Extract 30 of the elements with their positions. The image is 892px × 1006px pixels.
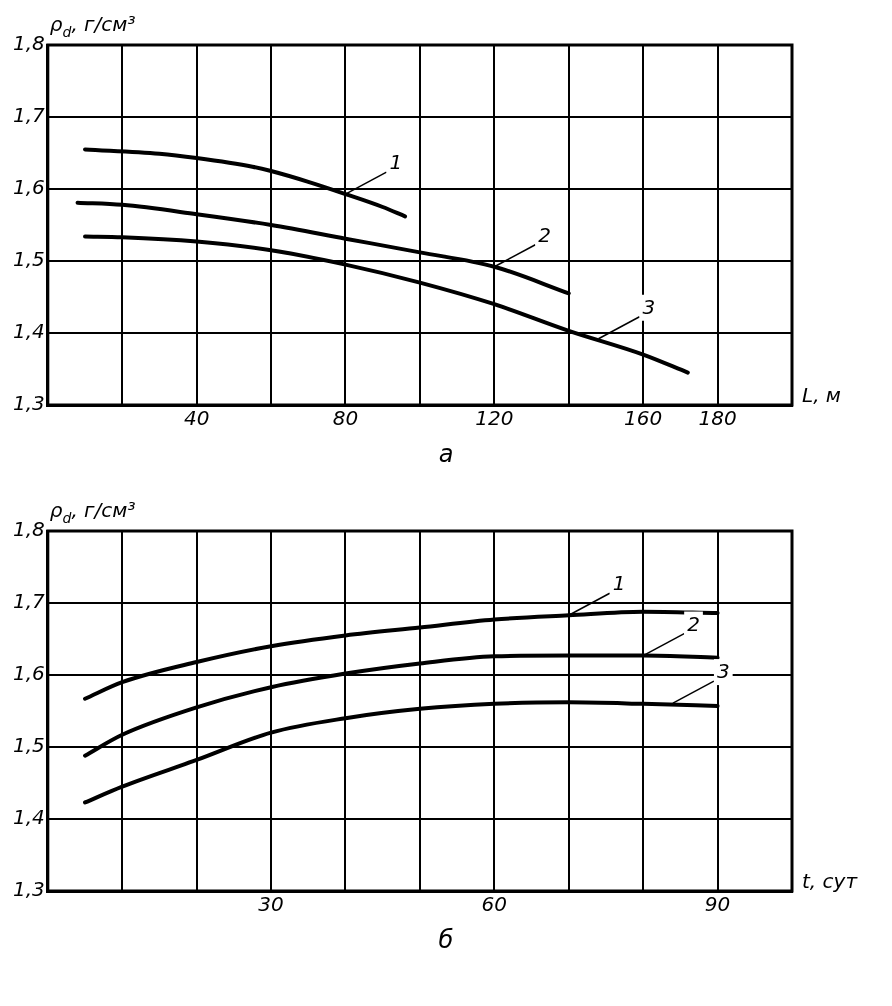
y-tick-label: 1,8	[12, 31, 45, 56]
y-tick-label: 1,3	[12, 391, 45, 416]
y-tick-label: 1,8	[12, 517, 45, 542]
y-tick-label: 1,4	[12, 805, 45, 830]
annotation: 2	[538, 222, 552, 247]
x-axis-title: t, сут	[802, 869, 859, 894]
y-tick-label: 1,5	[12, 247, 45, 272]
text: а	[437, 440, 455, 468]
x-tick-label: 40	[183, 406, 210, 431]
y-tick-label: 1,7	[12, 589, 46, 614]
y-tick-label: 1,3	[12, 877, 45, 902]
y-tick-label: 1,7	[12, 103, 46, 128]
x-tick-label: 80	[332, 406, 359, 431]
x-tick-label: 30	[258, 892, 284, 917]
y-tick-label: 1,6	[12, 661, 45, 686]
text: б	[437, 926, 455, 954]
x-tick-label: 90	[704, 892, 731, 917]
annotation: 1	[612, 571, 626, 596]
annotation: 3	[716, 659, 730, 684]
x-tick-label: 60	[481, 892, 508, 917]
annotation: 3	[642, 294, 656, 319]
y-tick-label: 1,5	[12, 733, 45, 758]
x-tick-label: 180	[698, 406, 737, 431]
x-axis-title: L, м	[802, 383, 841, 408]
y-tick-label: 1,4	[12, 319, 45, 344]
annotation: 2	[687, 611, 700, 636]
x-tick-label: 160	[624, 406, 663, 431]
annotation: 1	[389, 150, 403, 175]
y-tick-label: 1,6	[12, 175, 45, 200]
x-tick-label: 120	[475, 406, 514, 431]
